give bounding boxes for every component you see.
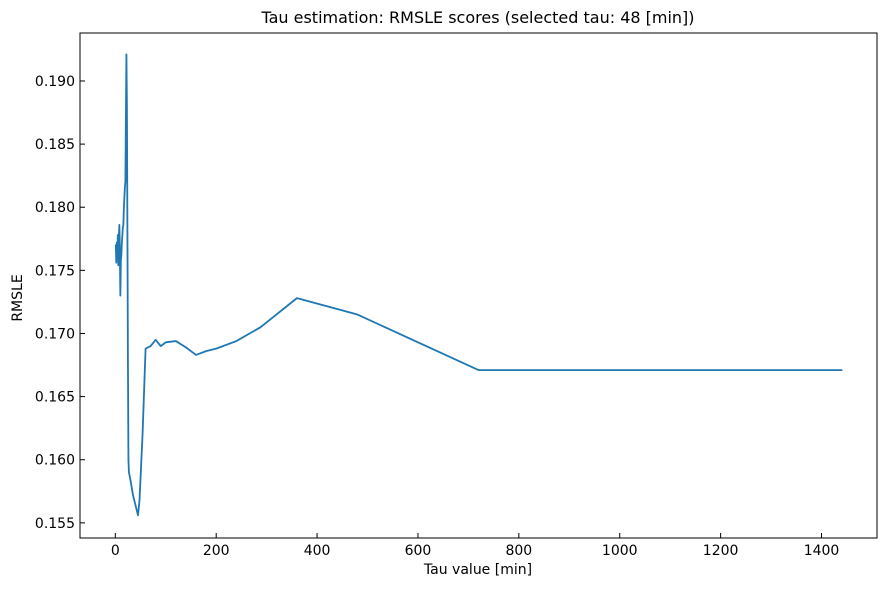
y-axis-label: RMSLE xyxy=(10,274,26,321)
y-tick-label: 0.175 xyxy=(35,263,75,279)
axis-ticks: 0 200 400 600 800 1000 1200 1400 0.155 0.160 0.165… xyxy=(35,74,839,559)
plot-area xyxy=(114,53,843,517)
chart-title: Tau estimation: RMSLE scores (selected t… xyxy=(260,8,694,27)
y-tick-label: 0.165 xyxy=(35,390,75,406)
x-axis-label: Tau value [min] xyxy=(423,562,532,578)
plot-frame xyxy=(79,32,878,539)
y-tick-label: 0.190 xyxy=(35,74,75,90)
y-tick-label: 0.170 xyxy=(35,326,75,342)
y-tick-label: 0.180 xyxy=(35,200,75,216)
x-tick-label: 800 xyxy=(505,543,532,559)
y-tick-label: 0.185 xyxy=(35,137,75,153)
x-tick-label: 200 xyxy=(203,543,230,559)
y-tick-label: 0.155 xyxy=(35,516,75,532)
x-tick-label: 1000 xyxy=(602,543,638,559)
x-tick-label: 1200 xyxy=(703,543,739,559)
x-tick-label: 1400 xyxy=(804,543,840,559)
y-tick-label: 0.160 xyxy=(35,453,75,469)
rmsle-series-line xyxy=(114,53,843,517)
x-tick-label: 600 xyxy=(405,543,432,559)
x-tick-label: 400 xyxy=(304,543,331,559)
x-tick-label: 0 xyxy=(111,543,120,559)
